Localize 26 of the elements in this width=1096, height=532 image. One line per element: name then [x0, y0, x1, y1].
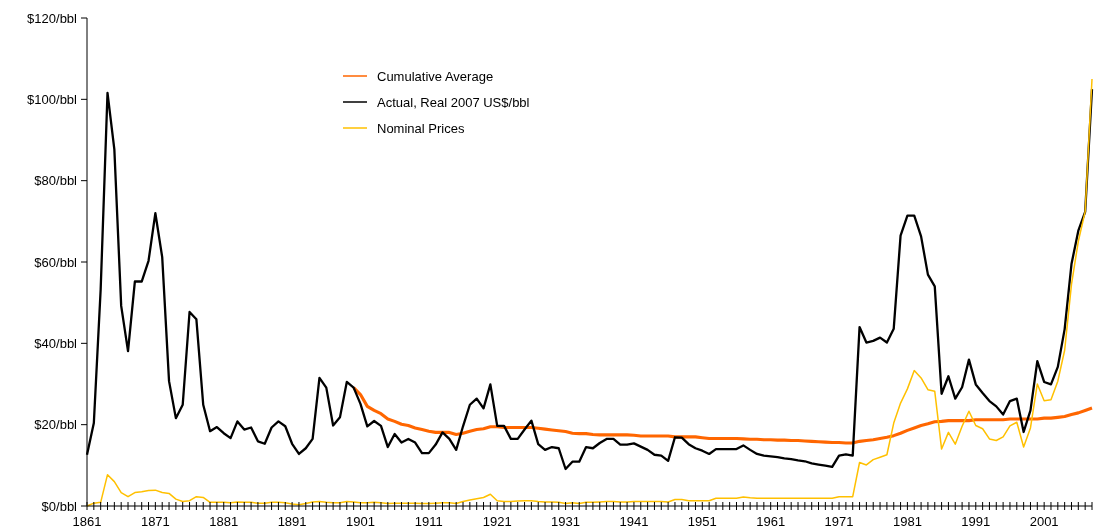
x-tick-label: 1921 [482, 514, 512, 529]
x-tick-label: 1971 [824, 514, 854, 529]
y-tick-label: $80/bbl [34, 173, 78, 189]
y-tick-label: $60/bbl [34, 254, 78, 270]
y-tick-label: $100/bbl [27, 91, 78, 107]
legend-label: Nominal Prices [377, 120, 465, 136]
x-tick-label: 1881 [209, 514, 239, 529]
x-tick-label: 1991 [961, 514, 991, 529]
x-tick-label: 1951 [687, 514, 717, 529]
y-tick-label: $120/bbl [27, 10, 78, 26]
x-tick-label: 1911 [414, 514, 443, 529]
x-tick-label: 1961 [756, 514, 786, 529]
line-series [352, 386, 1094, 445]
y-tick-label: $20/bbl [34, 417, 78, 433]
y-tick-label: $40/bbl [34, 335, 78, 351]
x-tick-label: 1871 [140, 514, 170, 529]
legend-label: Cumulative Average [377, 68, 494, 84]
x-tick-label: 1861 [72, 514, 102, 529]
y-tick-label: $0/bbl [41, 498, 78, 514]
x-tick-label: 1891 [277, 514, 307, 529]
x-tick-label: 1931 [551, 514, 581, 529]
x-tick-label: 1981 [892, 514, 922, 529]
x-tick-label: 2001 [1029, 514, 1059, 529]
x-tick-label: 1901 [346, 514, 375, 529]
legend-label: Actual, Real 2007 US$/bbl [377, 94, 530, 110]
x-tick-label: 1941 [619, 514, 649, 529]
